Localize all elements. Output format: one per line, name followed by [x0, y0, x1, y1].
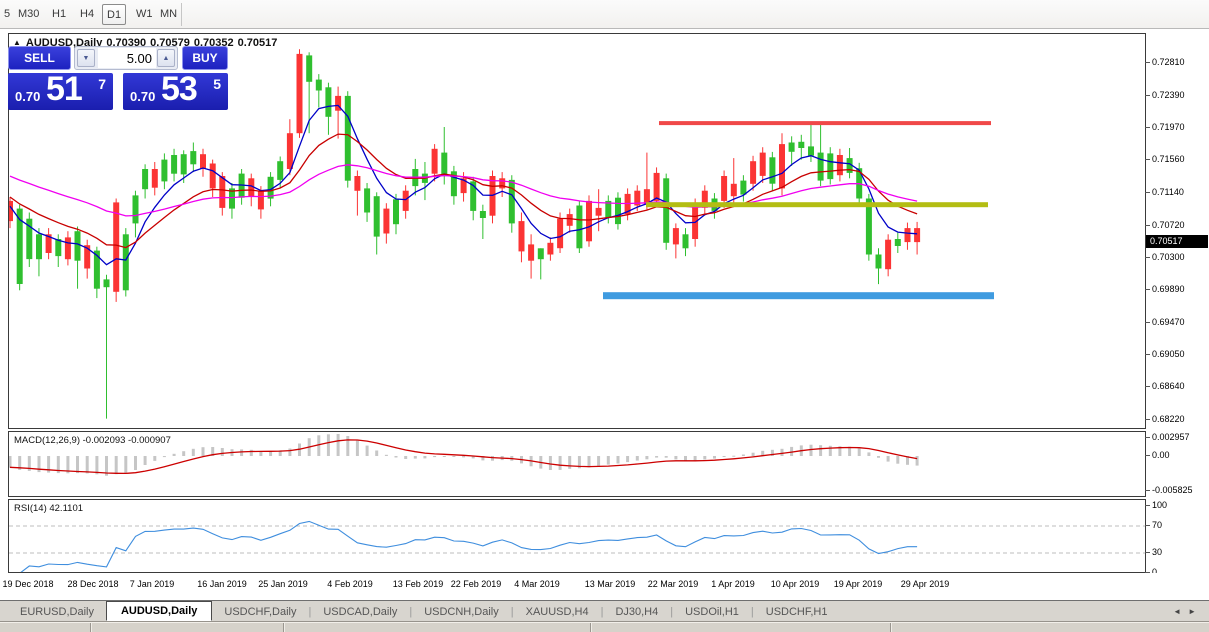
macd-axis-label: 0.002957	[1145, 432, 1190, 442]
symbol-collapse-icon[interactable]: ▲	[13, 38, 21, 47]
tab-usdchf-daily[interactable]: USDCHF,Daily	[224, 606, 297, 618]
date-axis-label: 28 Dec 2018	[67, 579, 119, 589]
tab-xauusd-h4[interactable]: XAUUSD,H4	[525, 606, 589, 618]
tab-separator: |	[600, 606, 604, 618]
rsi-chart[interactable]	[9, 500, 1145, 572]
toolbar-separator	[181, 3, 182, 26]
rsi-axis-label: 100	[1144, 500, 1168, 510]
date-axis-label: 4 Mar 2019	[514, 579, 560, 589]
price-axis-label: 0.71140	[1145, 187, 1184, 197]
date-axis-label: 7 Jan 2019	[129, 579, 175, 589]
price-axis-label: 0.68220	[1145, 414, 1185, 424]
tab-audusd-daily[interactable]: AUDUSD,Daily	[105, 601, 213, 621]
date-axis-label: 22 Mar 2019	[647, 579, 699, 589]
timeframe-m5[interactable]: 5	[4, 8, 11, 20]
one-click-trading-panel: SELL ▼ ▲ BUY 0.70 51 7 0.70 53 5	[8, 46, 228, 110]
price-axis-label: 0.68640	[1145, 381, 1185, 391]
date-axis-label: 22 Feb 2019	[450, 579, 502, 589]
sell-button[interactable]: SELL	[8, 46, 71, 70]
date-axis[interactable]: 19 Dec 2018 28 Dec 2018 7 Jan 2019 16 Jan 2…	[0, 573, 1209, 600]
rsi-axis-label: 30	[1144, 547, 1163, 557]
sell-price-big: 51	[46, 70, 83, 108]
chevron-up-icon: ▲	[162, 55, 170, 62]
macd-axis-label: 0.00	[1145, 450, 1170, 460]
timeframe-h4[interactable]: H4	[80, 8, 95, 20]
macd-panel[interactable]	[8, 431, 1146, 497]
tab-separator: |	[308, 606, 312, 618]
timeframe-h1[interactable]: H1	[52, 8, 67, 20]
price-axis-label: 0.69470	[1145, 317, 1185, 327]
sell-price-pip: 7	[98, 76, 106, 92]
macd-chart[interactable]	[9, 432, 1145, 496]
volume-decrease-button[interactable]: ▼	[77, 49, 95, 67]
date-axis-label: 13 Feb 2019	[392, 579, 444, 589]
tab-separator: |	[670, 606, 674, 618]
tab-scroll-right-icon[interactable]: ►	[1188, 607, 1203, 616]
price-axis-label: 0.69890	[1145, 284, 1185, 294]
date-axis-label: 4 Feb 2019	[327, 579, 373, 589]
buy-quote-button[interactable]: 0.70 53 5	[123, 70, 228, 110]
date-axis-label: 10 Apr 2019	[770, 579, 820, 589]
tab-separator: |	[409, 606, 413, 618]
date-axis-label: 1 Apr 2019	[711, 579, 755, 589]
timeframe-m30[interactable]: M30	[18, 8, 40, 20]
date-axis-label: 13 Mar 2019	[584, 579, 636, 589]
tab-separator: |	[510, 606, 514, 618]
timeframe-w1[interactable]: W1	[136, 8, 153, 20]
buy-price-prefix: 0.70	[130, 89, 156, 104]
tab-usdchf-h1[interactable]: USDCHF,H1	[765, 606, 828, 618]
sell-price-prefix: 0.70	[15, 89, 41, 104]
price-axis-label: 0.71970	[1145, 122, 1185, 132]
buy-price-big: 53	[161, 70, 198, 108]
tab-usdoil-h1[interactable]: USDOil,H1	[685, 606, 739, 618]
timeframe-mn[interactable]: MN	[160, 8, 178, 20]
chart-tabbar: EURUSD,Daily AUDUSD,Daily USDCHF,Daily | USD…	[0, 600, 1209, 621]
volume-increase-button[interactable]: ▲	[157, 49, 175, 67]
candlestick-chart[interactable]	[9, 34, 1145, 428]
rsi-axis-label: 0	[1144, 567, 1158, 577]
rsi-axis-label: 70	[1144, 520, 1163, 530]
current-price-tag: 0.70517	[1146, 235, 1208, 248]
date-axis-label: 25 Jan 2019	[258, 579, 308, 589]
tab-scroll-left-icon[interactable]: ◄	[1173, 607, 1189, 616]
date-axis-label: 19 Dec 2018	[2, 579, 54, 589]
tab-usdcad-daily[interactable]: USDCAD,Daily	[323, 606, 398, 618]
price-axis-label: 0.70300	[1145, 252, 1185, 262]
tab-scroll-arrows: ◄►	[1173, 607, 1203, 616]
tab-usdcnh-daily[interactable]: USDCNH,Daily	[424, 606, 499, 618]
volume-input[interactable]	[98, 48, 156, 68]
timeframe-toolbar: 5 M30 H1 H4 D1 W1 MN	[0, 0, 1209, 29]
buy-price-pip: 5	[213, 76, 221, 92]
price-axis-label: 0.72390	[1145, 90, 1185, 100]
macd-label: MACD(12,26,9) -0.002093 -0.000907	[14, 435, 171, 446]
macd-axis-label: -0.005825	[1145, 485, 1193, 495]
ohlc-close: 0.70517	[237, 37, 278, 49]
volume-control: ▼ ▲	[74, 46, 178, 70]
rsi-panel[interactable]	[8, 499, 1146, 573]
rsi-label: RSI(14) 42.1101	[14, 503, 84, 514]
tab-dj30-h4[interactable]: DJ30,H4	[615, 606, 659, 618]
chevron-down-icon: ▼	[82, 55, 90, 62]
tab-eurusd-daily[interactable]: EURUSD,Daily	[20, 606, 94, 618]
date-axis-label: 19 Apr 2019	[833, 579, 883, 589]
tab-separator: |	[750, 606, 754, 618]
buy-button[interactable]: BUY	[182, 46, 228, 70]
timeframe-d1[interactable]: D1	[102, 4, 126, 25]
sell-quote-button[interactable]: 0.70 51 7	[8, 70, 113, 110]
date-axis-label: 16 Jan 2019	[197, 579, 247, 589]
price-axis-label: 0.69050	[1145, 349, 1185, 359]
status-bar	[0, 621, 1209, 632]
date-axis-label: 29 Apr 2019	[900, 579, 950, 589]
price-axis-label: 0.71560	[1145, 154, 1185, 164]
price-axis-label: 0.72810	[1145, 57, 1185, 67]
price-axis-label: 0.70720	[1145, 220, 1185, 230]
